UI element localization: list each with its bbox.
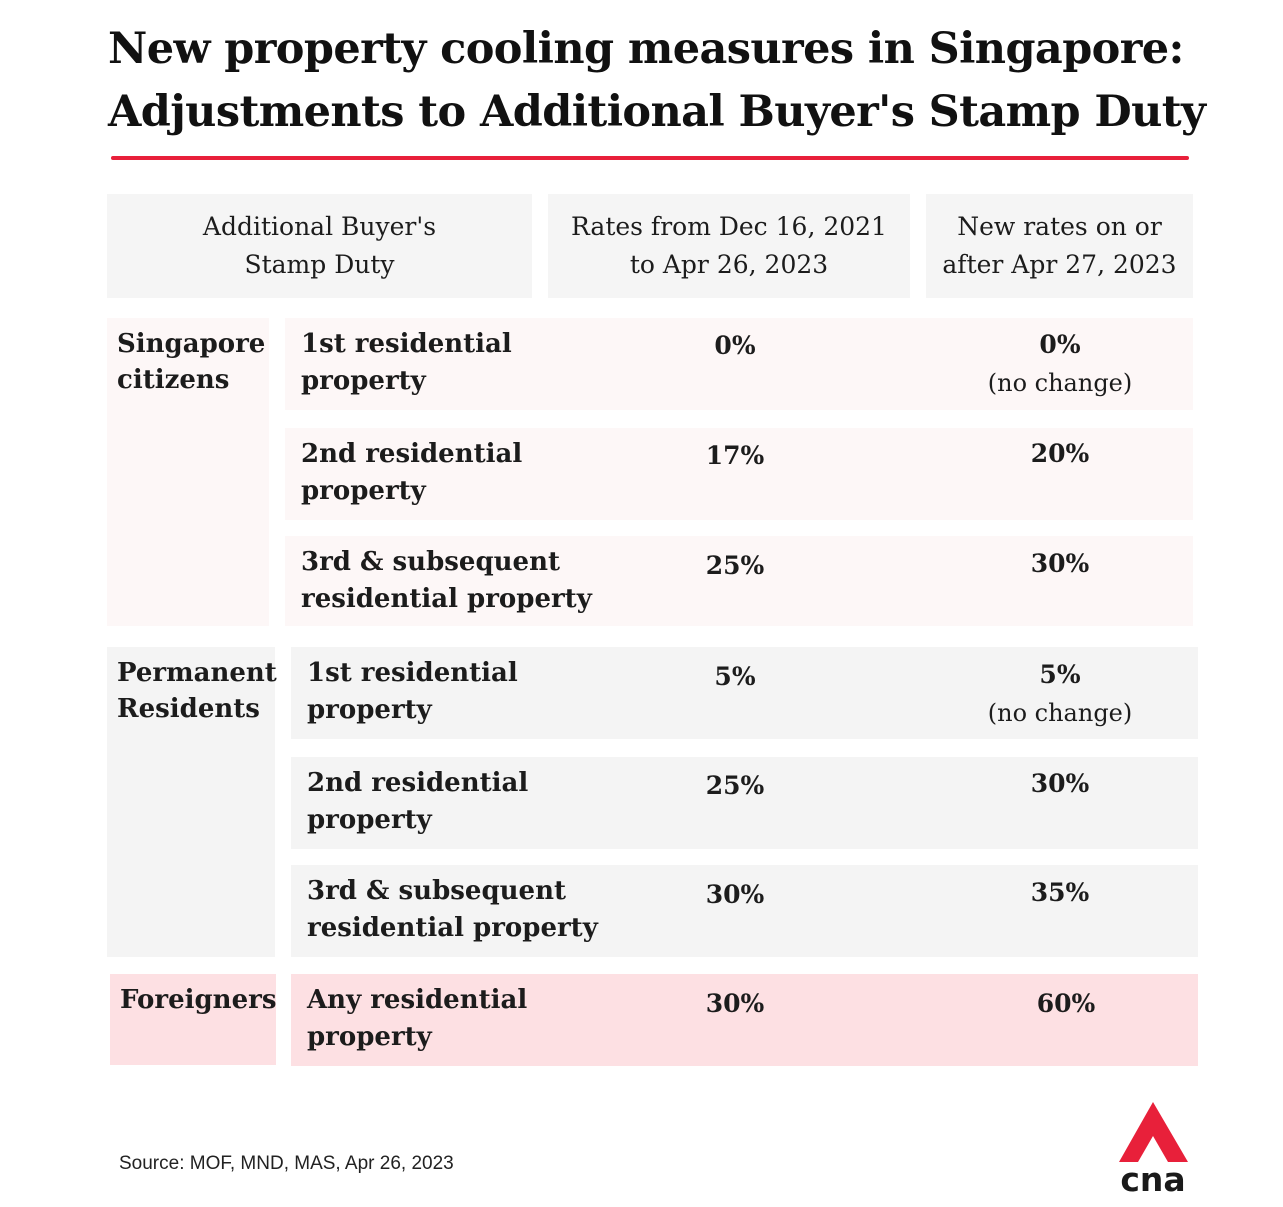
group-foreigners: Foreigners [110,974,276,1065]
property-label: 1st residential property [307,658,518,725]
table-row: Any residential property [291,974,1198,1066]
property-label: 3rd & subsequent residential property [307,876,598,943]
table-row: 2nd residential property [291,757,1198,849]
old-rate: 30% [705,989,765,1018]
no-change-note: (no change) [987,369,1133,397]
table-row: 1st residential property [285,318,1193,410]
property-label: 2nd residential property [301,439,523,506]
header-abs-duty: Additional Buyer's Stamp Duty [107,194,532,298]
old-rate: 5% [714,662,756,691]
cna-logo-text: cna [1120,1160,1185,1195]
old-rate: 17% [705,441,765,470]
group-permanent-residents: Permanent Residents [107,647,277,957]
table-row: 2nd residential property [285,428,1193,520]
group-singapore-citizens: Singapore citizens [107,318,269,626]
cna-logo-icon: cna [1116,1100,1191,1199]
old-rate: 30% [705,880,765,909]
new-rate: 30% [1030,549,1090,578]
new-rate: 60% [1036,989,1096,1018]
title-line-1: New property cooling measures in Singapo… [108,24,1184,74]
new-rate: 30% [1030,769,1090,798]
old-rate: 25% [705,771,765,800]
title-line-2: Adjustments to Additional Buyer's Stamp … [108,87,1206,137]
property-label: Any residential property [307,985,528,1052]
header-old-rates: Rates from Dec 16, 2021 to Apr 26, 2023 [548,194,910,298]
table-row: 3rd & subsequent residential property [291,865,1198,957]
page-title: New property cooling measures in Singapo… [108,18,1208,144]
title-divider [111,156,1189,160]
new-rate: 0% (no change) [960,326,1160,402]
new-rate: 5% (no change) [960,656,1160,732]
table-row: 3rd & subsequent residential property [285,536,1193,626]
old-rate: 0% [714,331,756,360]
property-label: 2nd residential property [307,768,529,835]
property-label: 3rd & subsequent residential property [301,547,592,614]
new-rate: 20% [1030,439,1090,468]
no-change-note: (no change) [987,699,1133,727]
old-rate: 25% [705,551,765,580]
header-new-rates: New rates on or after Apr 27, 2023 [926,194,1193,298]
table-row: 1st residential property [291,647,1198,739]
property-label: 1st residential property [301,329,512,396]
source-note: Source: MOF, MND, MAS, Apr 26, 2023 [119,1153,454,1174]
new-rate: 35% [1030,878,1090,907]
